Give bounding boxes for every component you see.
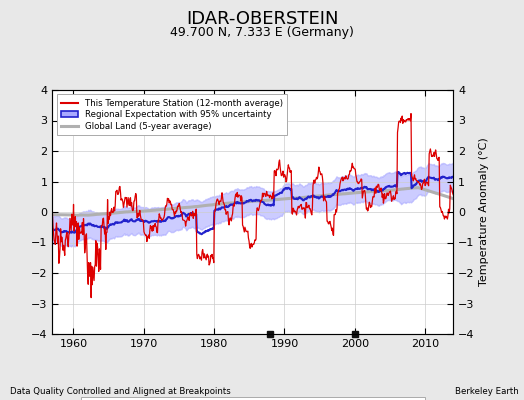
Y-axis label: Temperature Anomaly (°C): Temperature Anomaly (°C) <box>479 138 489 286</box>
Legend: Station Move, Record Gap, Time of Obs. Change, Empirical Break: Station Move, Record Gap, Time of Obs. C… <box>81 398 425 400</box>
Text: IDAR-OBERSTEIN: IDAR-OBERSTEIN <box>185 10 339 28</box>
Text: 49.700 N, 7.333 E (Germany): 49.700 N, 7.333 E (Germany) <box>170 26 354 39</box>
Text: Berkeley Earth: Berkeley Earth <box>455 387 519 396</box>
Text: Data Quality Controlled and Aligned at Breakpoints: Data Quality Controlled and Aligned at B… <box>10 387 231 396</box>
